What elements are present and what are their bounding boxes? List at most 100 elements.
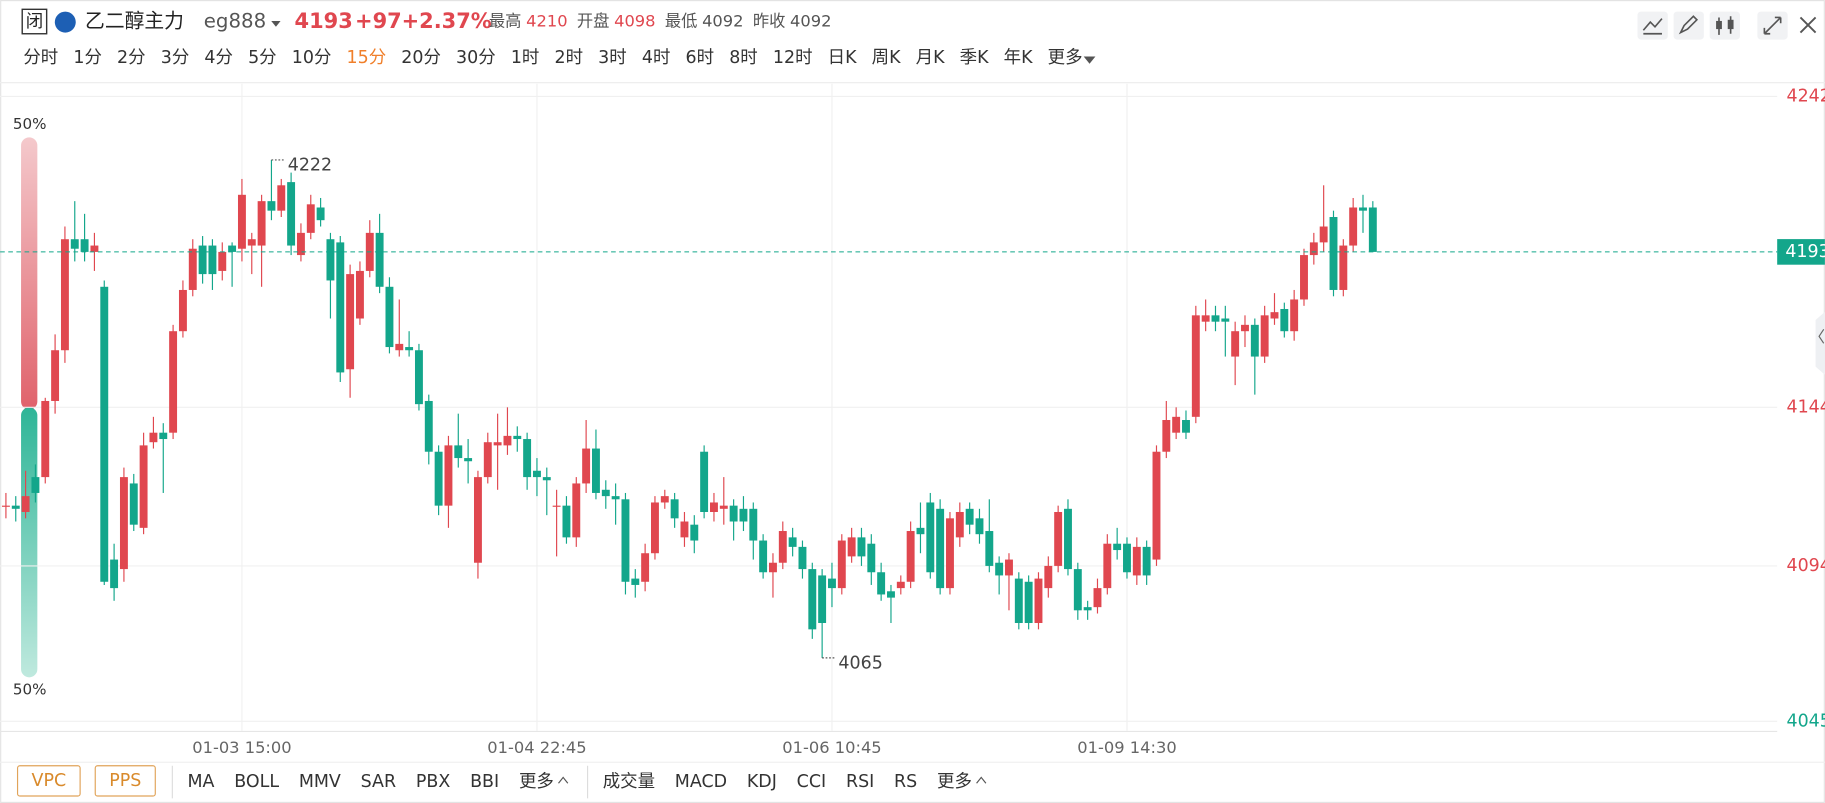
candle-body: [385, 286, 394, 348]
candle-body: [100, 286, 109, 582]
candle-body: [1290, 299, 1299, 332]
period-tab[interactable]: 4分: [204, 48, 233, 68]
candle-body: [1231, 331, 1240, 357]
caret: [558, 776, 569, 784]
period-tab[interactable]: 3分: [161, 48, 190, 68]
period-tab[interactable]: 8时: [729, 48, 758, 68]
candle-body: [1221, 318, 1230, 322]
candle-body: [188, 248, 197, 290]
period-tab[interactable]: 月K: [916, 48, 945, 68]
indicator-tab[interactable]: BOLL: [234, 772, 279, 792]
tool-button[interactable]: [1709, 11, 1740, 40]
candle-body: [955, 511, 964, 538]
candle-body: [1319, 226, 1328, 243]
candle-body: [778, 531, 787, 563]
vpc-top-label: 50%: [13, 115, 47, 133]
period-tab[interactable]: 3时: [598, 48, 627, 68]
period-tab[interactable]: 季K: [960, 48, 989, 68]
candle-body: [473, 477, 482, 563]
indicator-tab[interactable]: 更多: [937, 772, 972, 792]
candle-body: [572, 483, 581, 538]
period-tab[interactable]: 6时: [686, 48, 715, 68]
period-tab[interactable]: 分时: [23, 48, 58, 68]
candle-body: [1113, 543, 1122, 551]
period-tab[interactable]: 10分: [292, 48, 332, 68]
candle-body: [464, 458, 473, 462]
period-tab[interactable]: 4时: [642, 48, 671, 68]
period-tab[interactable]: 5分: [248, 48, 277, 68]
period-tab[interactable]: 周K: [872, 48, 901, 68]
candle-body: [139, 445, 148, 528]
candle-body: [11, 505, 20, 509]
candle-body: [1201, 315, 1210, 322]
caret: [976, 776, 987, 784]
candle-body: [798, 546, 807, 570]
indicator-tab[interactable]: PBX: [416, 772, 450, 792]
stat-label: 开盘: [577, 12, 610, 31]
candle-body: [247, 239, 256, 246]
period-tab[interactable]: 30分: [456, 48, 496, 68]
candle-body: [395, 343, 404, 351]
indicator-tab[interactable]: BBI: [470, 772, 499, 792]
candle-body: [582, 448, 591, 484]
candle-body: [710, 502, 718, 512]
period-tab[interactable]: 年K: [1004, 48, 1033, 68]
indicator-tab[interactable]: RS: [894, 772, 917, 792]
candle-body: [1349, 207, 1358, 246]
indicator-button[interactable]: [94, 765, 156, 797]
indicator-tab[interactable]: 成交量: [603, 772, 655, 792]
y-tick-label: 4045: [1786, 711, 1825, 731]
stat-label: 最高: [489, 12, 522, 31]
indicator-tab[interactable]: RSI: [846, 772, 874, 792]
period-tab[interactable]: 1时: [511, 48, 540, 68]
candle-body: [306, 204, 315, 233]
vpc-up-bar: [21, 137, 38, 410]
period-tab[interactable]: 更多: [1048, 48, 1083, 68]
candle-body: [90, 245, 99, 252]
candle-body: [1172, 416, 1181, 433]
candle-body: [828, 578, 836, 589]
side-tab[interactable]: [1815, 311, 1825, 375]
candle-body: [1, 505, 10, 507]
x-tick-label: 01-04 22:45: [487, 738, 586, 757]
candle-body: [218, 251, 227, 271]
indicator-tab[interactable]: SAR: [361, 772, 396, 792]
indicator-tab[interactable]: KDJ: [747, 772, 777, 792]
close-icon[interactable]: [1799, 16, 1817, 34]
contract-name: 乙二醇主力: [85, 10, 184, 33]
candle-body: [542, 477, 551, 481]
candle-body: [562, 505, 571, 538]
period-tab[interactable]: 20分: [401, 48, 441, 68]
indicator-button-label[interactable]: PPS: [109, 771, 141, 791]
indicator-tab[interactable]: MA: [187, 772, 214, 792]
indicator-tab[interactable]: 更多: [519, 772, 554, 792]
candle-body: [424, 400, 433, 452]
candle-body: [769, 562, 777, 573]
candle-body: [1005, 559, 1013, 576]
last-price-label: 4193: [1785, 242, 1825, 262]
indicator-button[interactable]: [16, 765, 81, 797]
period-tab[interactable]: 日K: [828, 48, 857, 68]
candle-body: [916, 527, 925, 535]
period-tab[interactable]: 1分: [73, 48, 102, 68]
candle-body: [1309, 242, 1318, 256]
tool-button[interactable]: [1673, 11, 1704, 40]
tool-button[interactable]: [1637, 11, 1668, 40]
indicator-button-label[interactable]: VPC: [32, 771, 67, 791]
candle-body: [1359, 207, 1367, 211]
period-tab[interactable]: 12时: [773, 48, 813, 68]
candle-body: [680, 521, 689, 538]
indicator-tab[interactable]: CCI: [797, 772, 827, 792]
candle-body: [1368, 207, 1377, 252]
indicator-tab[interactable]: MACD: [675, 772, 727, 792]
exchange-icon: [54, 11, 76, 33]
period-tab[interactable]: 2时: [555, 48, 584, 68]
candle-body: [1162, 420, 1171, 452]
period-tab[interactable]: 15分: [347, 48, 387, 68]
candle-body: [414, 350, 423, 405]
code-caret[interactable]: [271, 20, 281, 27]
tool-icon: [1678, 15, 1699, 35]
indicator-tab[interactable]: MMV: [299, 772, 341, 792]
candle-body: [1103, 543, 1112, 589]
period-tab[interactable]: 2分: [117, 48, 146, 68]
